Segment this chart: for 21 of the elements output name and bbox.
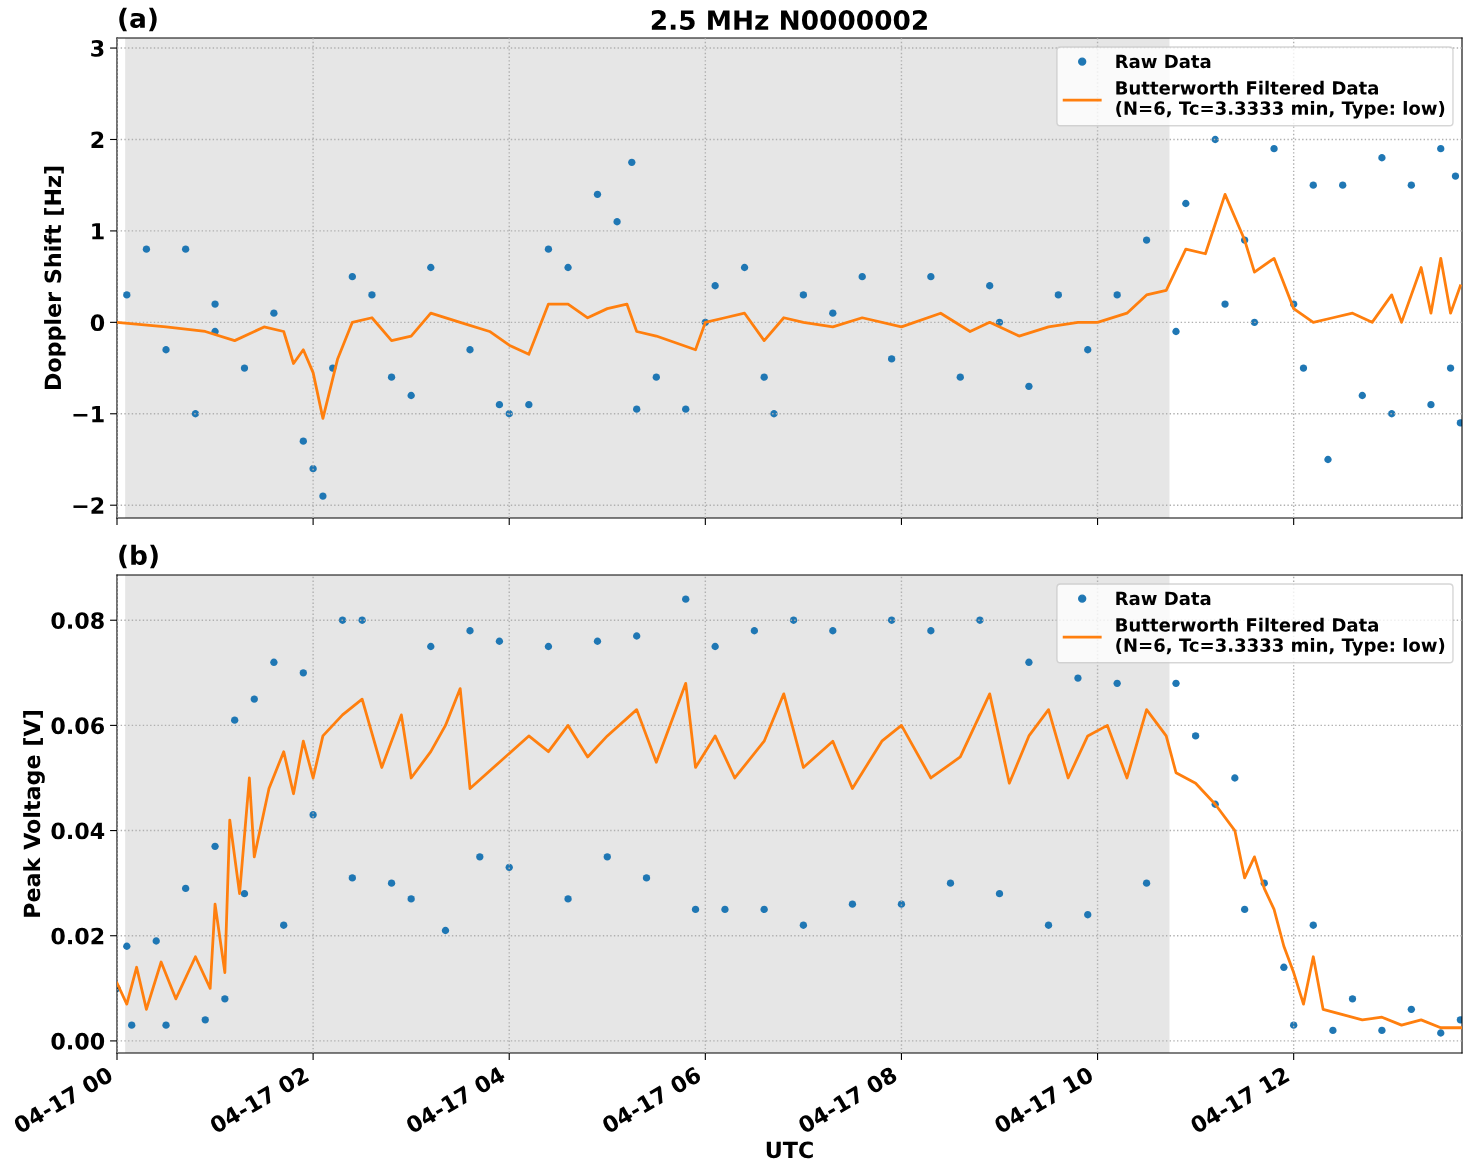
legend-label: Raw Data: [1116, 54, 1211, 69]
x-axis-title: UTC: [766, 1141, 813, 1159]
y-tick-label: 0.08: [51, 612, 104, 629]
y-tick-label: −2: [73, 497, 104, 514]
y-tick-label: 3: [91, 40, 104, 57]
y-tick-label: 1: [92, 223, 104, 240]
y-tick-label: 0.06: [51, 717, 104, 735]
y-tick-label: 0.00: [51, 1032, 105, 1050]
y-axis-title: Doppler Shift [Hz]: [44, 166, 66, 390]
y-tick-label: 0: [90, 314, 105, 332]
text: (a): [119, 7, 157, 32]
y-tick-label: 2: [91, 131, 104, 148]
y-tick-label: −1: [73, 406, 104, 423]
y-tick-label: 0.02: [51, 927, 104, 945]
legend-label: Raw Data: [1116, 591, 1211, 606]
chart-title: 2.5 MHz N0000002: [651, 10, 927, 31]
text: (b): [119, 544, 158, 569]
legend-label: Butterworth Filtered Data (N=6, Tc=3.3333 min, Type: low): [1116, 617, 1445, 656]
y-tick-label: 0.04: [51, 822, 105, 840]
y-axis-title: Peak Voltage [V]: [23, 711, 45, 917]
legend-label: Butterworth Filtered Data (N=6, Tc=3.3333 min, Type: low): [1116, 80, 1445, 119]
